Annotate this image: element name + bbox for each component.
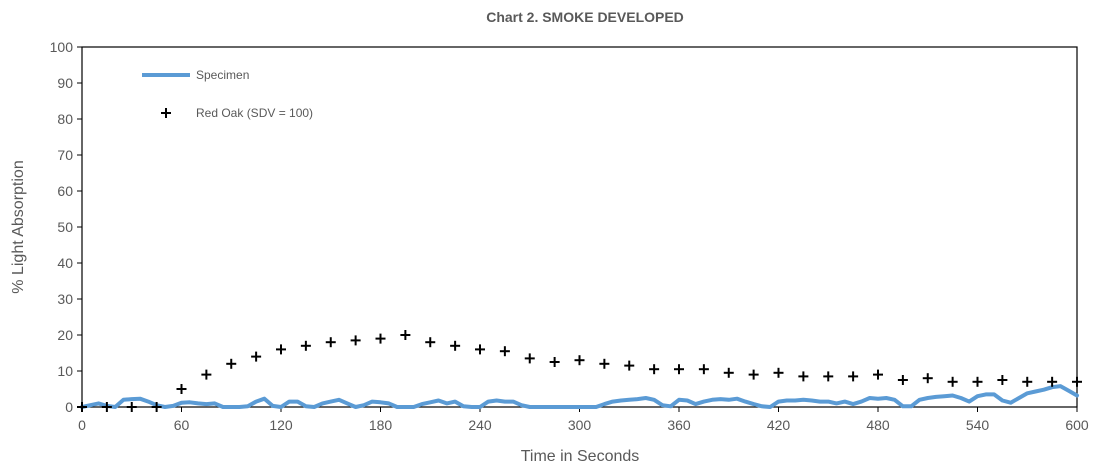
series-layer [77,330,1082,412]
red-oak-point [226,358,237,369]
y-tick-label: 50 [57,219,73,235]
x-tick-label: 360 [667,417,691,433]
x-tick-label: 180 [369,417,393,433]
red-oak-point [176,384,187,394]
red-oak-point [997,375,1008,385]
red-oak-point [1072,376,1082,387]
red-oak-point [325,337,336,348]
y-tick-label: 80 [57,111,73,127]
red-oak-point [972,376,983,387]
red-oak-point [873,369,883,380]
red-oak-point [1022,376,1033,387]
red-oak-point [400,330,411,340]
red-oak-point [450,340,461,351]
x-tick-label: 480 [866,417,890,433]
x-tick-label: 300 [568,417,592,433]
red-oak-point [773,367,784,378]
legend-red-oak-label: Red Oak (SDV = 100) [196,106,313,120]
red-oak-point [674,364,684,375]
plot-area-frame [81,46,1078,408]
y-tick-label: 100 [50,39,74,55]
x-tick-label: 0 [78,417,86,433]
legend-specimen-label: Specimen [196,68,249,82]
red-oak-point [475,344,485,355]
red-oak-point [499,346,510,357]
y-tick-label: 40 [57,255,73,271]
x-tick-label: 600 [1065,417,1089,433]
red-oak-point [350,335,361,346]
x-axis-ticks: 0 60 120 180 240 300 360 420 480 540 600 [78,407,1089,433]
red-oak-point [375,333,386,344]
red-oak-point [698,364,709,375]
chart-title: Chart 2. SMOKE DEVELOPED [486,9,684,25]
x-tick-label: 120 [269,417,293,433]
y-tick-label: 20 [57,327,73,343]
red-oak-point [897,375,908,385]
red-oak-point [947,376,958,387]
red-oak-point [848,371,859,382]
red-oak-point [126,402,137,412]
y-tick-label: 0 [65,399,73,415]
y-tick-label: 10 [57,363,73,379]
y-tick-label: 70 [57,147,73,163]
red-oak-point [524,353,535,364]
red-oak-point [649,364,660,375]
red-oak-point [201,369,212,380]
red-oak-point [251,351,262,362]
red-oak-point [1047,376,1058,387]
red-oak-point [922,373,933,384]
red-oak-point [77,402,87,412]
x-tick-label: 420 [767,417,791,433]
y-axis-ticks: 0 10 20 30 40 50 60 70 80 90 100 [50,39,82,415]
red-oak-point [300,340,311,351]
y-tick-label: 60 [57,183,73,199]
red-oak-point [425,337,436,348]
red-oak-point [748,369,759,380]
red-oak-point [549,357,560,367]
red-oak-point [276,344,286,355]
legend-red-oak-marker [161,108,171,118]
red-oak-point [723,367,734,378]
red-oak-point [798,371,809,382]
x-axis-label: Time in Seconds [521,448,640,465]
x-tick-label: 60 [174,417,190,433]
x-tick-label: 240 [468,417,492,433]
y-axis-label: % Light Absorption [10,160,27,293]
red-oak-point [599,358,610,369]
legend: Specimen Red Oak (SDV = 100) [142,68,313,120]
y-tick-label: 30 [57,291,73,307]
y-tick-label: 90 [57,75,73,91]
red-oak-point [151,402,162,412]
red-oak-point [574,355,585,366]
red-oak-point [624,360,635,371]
x-tick-label: 540 [966,417,990,433]
red-oak-point [823,371,834,382]
red-oak-point [101,402,112,412]
series-line-specimen [80,384,1079,409]
